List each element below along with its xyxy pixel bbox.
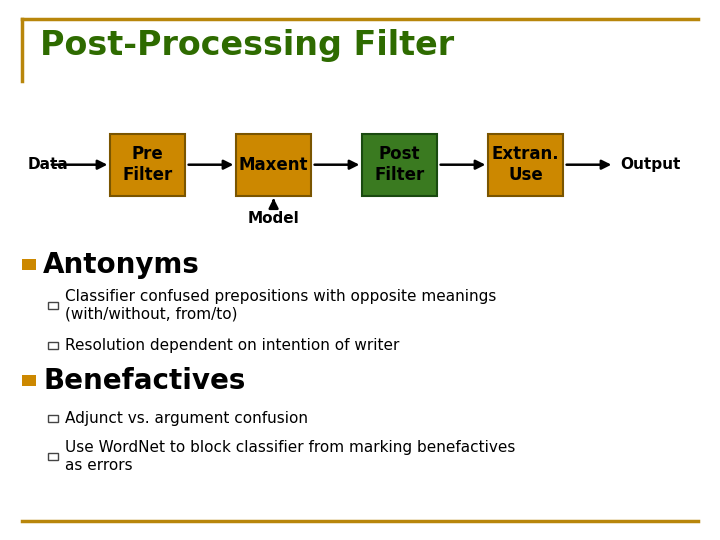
Text: Use WordNet to block classifier from marking benefactives
as errors: Use WordNet to block classifier from mar…	[65, 440, 516, 472]
FancyBboxPatch shape	[22, 375, 36, 386]
Text: Benefactives: Benefactives	[43, 367, 246, 395]
FancyBboxPatch shape	[236, 134, 311, 195]
Text: Model: Model	[248, 211, 300, 226]
FancyBboxPatch shape	[488, 134, 563, 195]
Text: Adjunct vs. argument confusion: Adjunct vs. argument confusion	[65, 411, 308, 426]
Text: Resolution dependent on intention of writer: Resolution dependent on intention of wri…	[65, 338, 399, 353]
FancyBboxPatch shape	[362, 134, 438, 195]
Text: Data: Data	[27, 157, 68, 172]
FancyBboxPatch shape	[109, 134, 186, 195]
Text: Output: Output	[621, 157, 681, 172]
Text: Extran.
Use: Extran. Use	[492, 145, 559, 184]
FancyBboxPatch shape	[22, 259, 36, 270]
Text: Post
Filter: Post Filter	[374, 145, 425, 184]
Text: Classifier confused prepositions with opposite meanings
(with/without, from/to): Classifier confused prepositions with op…	[65, 289, 496, 321]
Text: Maxent: Maxent	[239, 156, 308, 174]
Text: Pre
Filter: Pre Filter	[122, 145, 173, 184]
Text: Antonyms: Antonyms	[43, 251, 200, 279]
Text: Post-Processing Filter: Post-Processing Filter	[40, 29, 454, 63]
